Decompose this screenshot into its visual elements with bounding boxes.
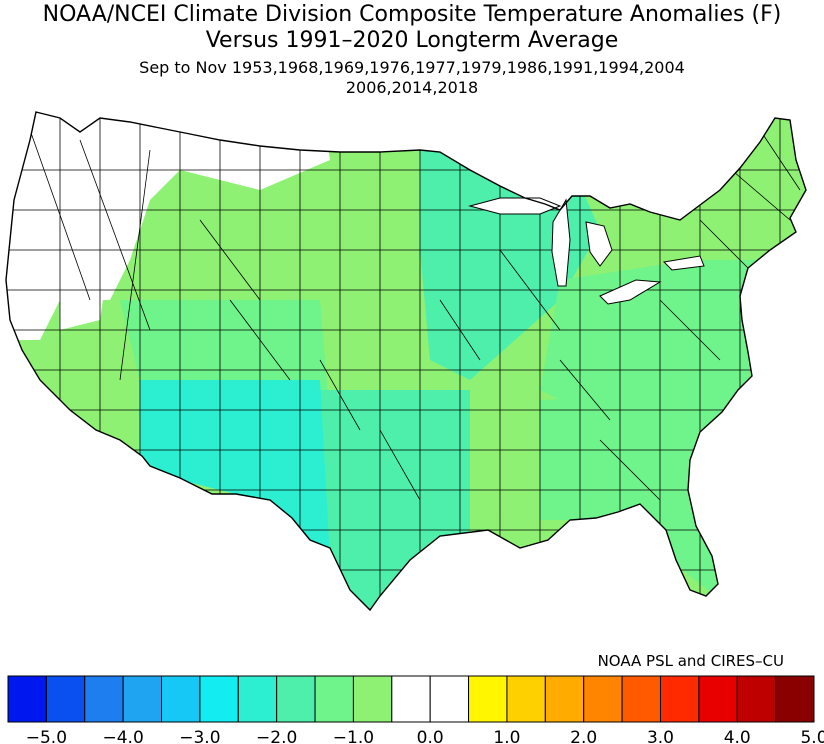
color-bar-swatch: [161, 675, 201, 723]
map-years-line-2: 2006,2014,2018: [345, 78, 479, 97]
color-bar-swatch: [352, 675, 393, 723]
color-bar-swatch: [276, 675, 316, 723]
color-bar-tick-label: −2.0: [256, 728, 297, 744]
credit-text: NOAA PSL and CIRES–CU: [597, 652, 784, 670]
great-lakes: [468, 197, 705, 305]
color-bar-swatch: [314, 675, 354, 723]
color-bar-swatch: [7, 675, 47, 723]
color-bar-swatch: [122, 675, 163, 723]
region-southeast: [540, 390, 740, 600]
color-bar-tick-label: −5.0: [26, 728, 67, 744]
color-bar-tick-label: 4.0: [724, 728, 751, 744]
color-bar-swatch: [468, 675, 508, 723]
color-bar-swatch: [659, 675, 700, 723]
color-bar-swatch: [84, 675, 124, 723]
color-bar-tick-label: −3.0: [179, 728, 220, 744]
us-climate-division-map: [5, 111, 807, 611]
division-boundaries: [6, 112, 806, 610]
map-subtitle: Versus 1991–2020 Longterm Average: [205, 28, 619, 53]
color-bar-tick-label: 0.0: [417, 728, 444, 744]
color-bar-swatch: [736, 675, 777, 723]
color-bar-swatch: [199, 675, 239, 723]
region-ohio-valley: [540, 250, 760, 420]
color-bar-tick-label: −1.0: [333, 728, 374, 744]
color-bar-swatch: [698, 675, 738, 723]
color-bar-swatches: [7, 675, 815, 723]
color-bar-swatch: [45, 675, 86, 723]
map-title: NOAA/NCEI Climate Division Composite Tem…: [42, 2, 782, 27]
color-bar-swatch: [429, 675, 470, 723]
lake-ontario: [662, 255, 705, 271]
color-bar-labels: −5.0 −4.0 −3.0 −2.0 −1.0 0.0 1.0 2.0 3.0 4.0 5.0: [26, 728, 824, 744]
color-bar-tick-label: −4.0: [102, 728, 143, 744]
color-bar-tick-label: 2.0: [570, 728, 597, 744]
color-bar-swatch: [237, 675, 278, 723]
color-bar-swatch: [391, 675, 431, 723]
map-years-line-1: Sep to Nov 1953,1968,1969,1976,1977,1979…: [139, 58, 685, 77]
color-bar-swatch: [775, 675, 815, 723]
color-bar-tick-label: 1.0: [493, 728, 520, 744]
color-bar-swatch: [506, 675, 546, 723]
color-bar-swatch: [583, 675, 623, 723]
color-bar-swatch: [544, 675, 585, 723]
color-bar-tick-label: 3.0: [647, 728, 674, 744]
region-lower-mississippi: [470, 400, 540, 548]
color-bar-tick-label: 5.0: [800, 728, 824, 744]
lake-michigan: [551, 198, 571, 287]
color-bar-swatch: [621, 675, 661, 723]
lake-erie: [599, 279, 662, 305]
lake-huron: [585, 221, 613, 267]
